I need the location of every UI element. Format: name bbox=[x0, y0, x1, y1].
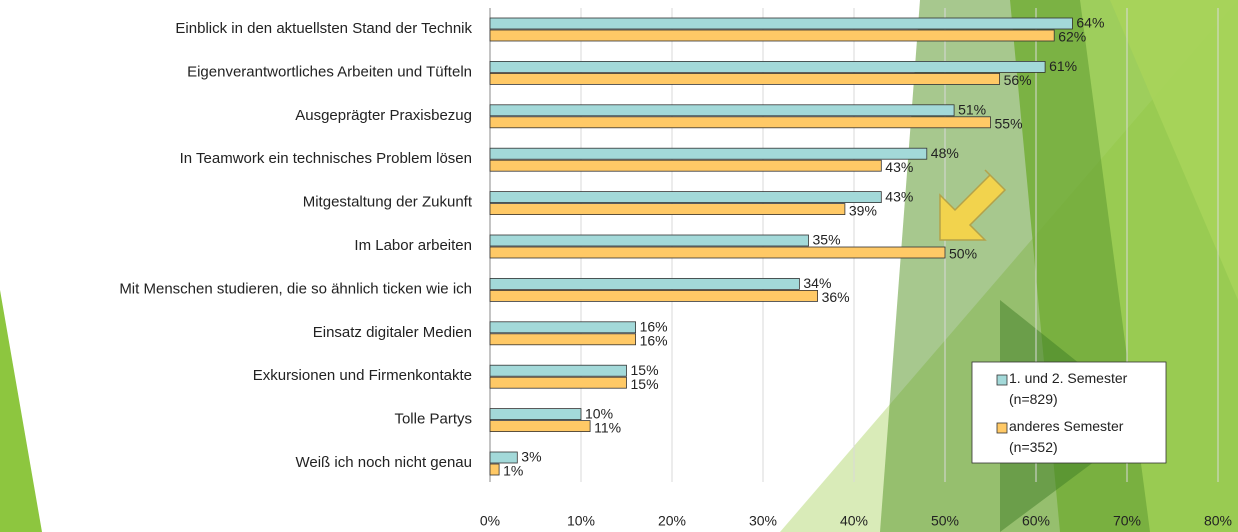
legend: 1. und 2. Semester (n=829) anderes Semest… bbox=[971, 361, 1167, 464]
bar bbox=[489, 463, 500, 476]
data-label: 36% bbox=[822, 289, 850, 305]
bar bbox=[489, 420, 591, 433]
bar bbox=[489, 246, 946, 259]
data-label: 16% bbox=[640, 333, 668, 349]
data-label: 10% bbox=[585, 405, 613, 421]
data-label: 56% bbox=[1004, 72, 1032, 88]
y-tick-label: Ausgeprägter Praxisbezug bbox=[295, 107, 472, 124]
bar bbox=[489, 234, 809, 247]
bar bbox=[489, 147, 928, 160]
legend-swatch bbox=[996, 374, 1008, 386]
bar bbox=[489, 333, 637, 346]
bar bbox=[489, 451, 518, 464]
x-tick-label: 30% bbox=[749, 513, 777, 529]
legend-label: anderes Semester (n=352) bbox=[1009, 418, 1124, 455]
data-label: 15% bbox=[631, 376, 659, 392]
legend-swatch bbox=[996, 422, 1008, 434]
bar bbox=[489, 376, 627, 389]
bar bbox=[489, 159, 882, 172]
y-tick-label: Exkursionen und Firmenkontakte bbox=[253, 367, 472, 384]
data-label: 48% bbox=[931, 145, 959, 161]
data-label: 15% bbox=[631, 362, 659, 378]
bar bbox=[489, 321, 637, 334]
data-label: 51% bbox=[958, 102, 986, 118]
y-tick-label: Mitgestaltung der Zukunft bbox=[303, 194, 473, 211]
y-tick-label: Weiß ich noch nicht genau bbox=[296, 454, 473, 471]
plot: 0% 10% 20% 30% 40% 50% 60% 70% 80% Einblick in de… bbox=[119, 8, 1232, 529]
x-tick-label: 50% bbox=[931, 513, 959, 529]
data-label: 43% bbox=[885, 188, 913, 204]
decor-top bbox=[1110, 0, 1238, 300]
x-tick-label: 70% bbox=[1113, 513, 1141, 529]
x-tick-label: 20% bbox=[658, 513, 686, 529]
x-tick-label: 0% bbox=[480, 513, 500, 529]
bar bbox=[489, 364, 627, 377]
y-tick-label: Im Labor arbeiten bbox=[354, 237, 472, 254]
x-tick-label: 10% bbox=[567, 513, 595, 529]
y-tick-label: Einsatz digitaler Medien bbox=[313, 324, 472, 341]
legend-item: anderes Semester (n=352) bbox=[1009, 418, 1124, 455]
data-label: 39% bbox=[849, 202, 877, 218]
bar bbox=[489, 408, 582, 421]
legend-label: 1. und 2. Semester (n=829) bbox=[1009, 370, 1128, 407]
bar bbox=[489, 116, 991, 129]
data-label: 62% bbox=[1058, 29, 1086, 45]
bar bbox=[489, 203, 846, 216]
data-label: 34% bbox=[803, 275, 831, 291]
data-label: 11% bbox=[594, 419, 621, 435]
y-tick-label: Mit Menschen studieren, die so ähnlich t… bbox=[119, 280, 472, 297]
data-label: 43% bbox=[885, 159, 913, 175]
data-label: 55% bbox=[995, 116, 1023, 132]
data-label: 16% bbox=[640, 319, 668, 335]
y-tick-label: Eigenverantwortliches Arbeiten und Tüfte… bbox=[187, 63, 472, 80]
legend-item: 1. und 2. Semester (n=829) bbox=[1009, 370, 1128, 407]
data-label: 61% bbox=[1049, 58, 1077, 74]
y-tick-label: In Teamwork ein technisches Problem löse… bbox=[180, 150, 472, 167]
bar bbox=[489, 191, 882, 204]
decor-left bbox=[0, 290, 42, 532]
y-tick-label: Tolle Partys bbox=[394, 411, 472, 428]
x-tick-label: 60% bbox=[1022, 513, 1050, 529]
bar bbox=[489, 289, 819, 302]
data-label: 64% bbox=[1076, 15, 1104, 31]
highlight-arrow bbox=[939, 169, 1007, 241]
y-tick-label: Einblick in den aktuellsten Stand der Te… bbox=[175, 20, 472, 37]
x-tick-label: 40% bbox=[840, 513, 868, 529]
bar bbox=[489, 277, 800, 290]
bar bbox=[489, 17, 1073, 30]
data-label: 50% bbox=[949, 246, 977, 262]
data-label: 1% bbox=[503, 463, 523, 479]
data-label: 3% bbox=[521, 449, 541, 465]
bar bbox=[489, 104, 955, 117]
bar bbox=[489, 29, 1055, 42]
x-tick-label: 80% bbox=[1204, 513, 1232, 529]
bar bbox=[489, 73, 1001, 85]
data-label: 35% bbox=[813, 232, 841, 248]
bar bbox=[489, 61, 1046, 73]
